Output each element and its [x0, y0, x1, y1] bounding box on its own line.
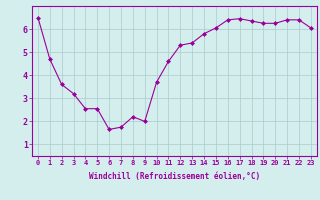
X-axis label: Windchill (Refroidissement éolien,°C): Windchill (Refroidissement éolien,°C) [89, 172, 260, 181]
